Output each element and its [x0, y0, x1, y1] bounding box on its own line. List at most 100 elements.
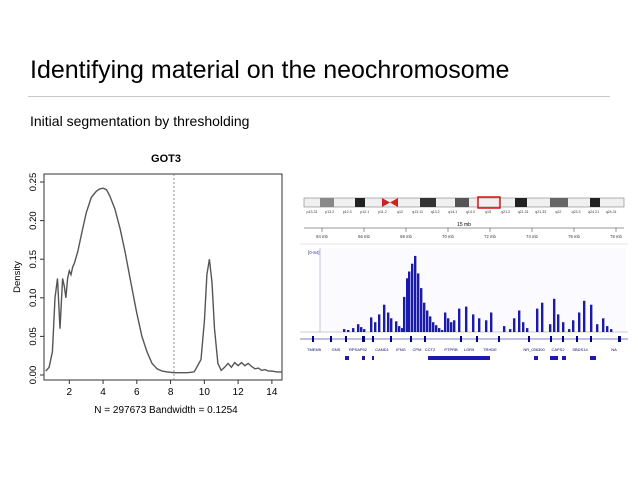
coverage-bar — [568, 329, 571, 332]
band-label: q23.3 — [572, 210, 581, 214]
x-tick-label: 10 — [199, 387, 211, 398]
exon-block — [498, 336, 500, 342]
density-curve — [45, 187, 282, 374]
transcript-block — [550, 356, 558, 360]
band-label: q24.21 — [588, 210, 599, 214]
coverage-bar — [390, 318, 393, 332]
ideogram-band-dark — [320, 198, 334, 207]
density-title: GOT3 — [151, 153, 181, 165]
ideogram-region-marker — [477, 196, 501, 209]
genome-browser: p13.31 p13.2 p12.3 p12.1 p11.2 q12 q13.11 q13.2… — [300, 196, 628, 364]
band-label: p13.2 — [325, 210, 334, 214]
ideogram-band-dark — [455, 198, 469, 207]
exon-blocks — [312, 336, 621, 360]
coverage-bar — [610, 329, 613, 332]
x-tick-label: 14 — [266, 387, 278, 398]
coverage-bar — [522, 322, 525, 332]
coverage-bar — [503, 326, 506, 332]
coverage-bar — [343, 329, 346, 332]
coverage-bar — [423, 302, 426, 332]
ideogram-band-dark — [420, 198, 436, 207]
coverage-bar — [472, 314, 475, 332]
exon-block — [590, 336, 592, 342]
transcript-block — [428, 356, 490, 360]
x-tick-label: 4 — [100, 387, 106, 398]
coverage-bar — [374, 322, 377, 332]
gene-label: CAPS2 — [551, 347, 565, 352]
gene-label: NA — [611, 347, 617, 352]
density-plot: GOT3 0.00 0.05 0.10 0.15 0.20 0.25 2 4 6 8 10 12 14… — [12, 153, 283, 416]
density-x-label: N = 297673 Bandwidth = 0.1254 — [94, 405, 238, 416]
coverage-bar — [352, 328, 355, 332]
coverage-bar — [485, 320, 488, 332]
coverage-bar — [450, 322, 453, 332]
coverage-bar — [602, 318, 605, 332]
exon-block — [390, 336, 392, 342]
gene-label: SBDS14 — [572, 347, 588, 352]
coverage-bar — [387, 312, 390, 332]
band-label: q21.2 — [501, 210, 510, 214]
coverage-bar — [553, 298, 556, 332]
track-max-label: [0-84] — [308, 250, 320, 255]
coverage-bar — [562, 322, 565, 332]
x-tick-label: 12 — [233, 387, 245, 398]
exon-block — [362, 336, 365, 342]
band-label: p12.3 — [343, 210, 352, 214]
position-label: 68 mb — [400, 234, 412, 239]
band-label: q14.3 — [466, 210, 475, 214]
gene-label: CAND1 — [375, 347, 389, 352]
slide-subtitle: Initial segmentation by thresholding — [30, 113, 250, 129]
density-x-axis: 2 4 6 8 10 12 14 — [67, 380, 278, 398]
transcript-block — [534, 356, 538, 360]
gene-label: NR_036300 — [523, 347, 545, 352]
ideogram-band-dark — [590, 198, 600, 207]
coverage-bar — [406, 278, 409, 332]
scale-label: 15 mb — [457, 222, 471, 228]
coverage-bar — [465, 306, 468, 332]
coverage-bar — [383, 304, 386, 332]
density-y-label: Density — [12, 261, 23, 293]
centromere-icon — [382, 198, 390, 207]
coverage-bar — [590, 304, 593, 332]
band-label: q24.31 — [606, 210, 617, 214]
position-label: 76 mb — [568, 234, 580, 239]
coverage-bar — [444, 312, 447, 332]
coverage-bar — [363, 329, 366, 332]
coverage-bar — [357, 324, 360, 332]
exon-block — [330, 336, 332, 342]
band-label: q14.1 — [448, 210, 457, 214]
exon-block — [576, 336, 578, 342]
density-y-axis: 0.00 0.05 0.10 0.15 0.20 0.25 — [28, 173, 44, 384]
coverage-bar — [378, 314, 381, 332]
coverage-bar — [572, 320, 575, 332]
coverage-bar — [395, 321, 398, 332]
coverage-bar — [606, 326, 609, 332]
y-tick-label: 0.25 — [28, 173, 39, 192]
exon-block — [476, 336, 478, 342]
coverage-bar — [549, 324, 552, 332]
y-tick-label: 0.05 — [28, 327, 39, 346]
coverage-bar — [432, 322, 435, 332]
gene-label: LGR5 — [464, 347, 475, 352]
band-label: q21.33 — [535, 210, 546, 214]
coverage-bar — [441, 330, 444, 332]
gene-labels: TMEM5 GNS RPSAP52 CAND1 IFNG CPM CCT2 PTPRB LGR5… — [307, 347, 617, 352]
position-label: 78 mb — [610, 234, 622, 239]
coverage-bar — [509, 329, 512, 332]
band-labels: p13.31 p13.2 p12.3 p12.1 p11.2 q12 q13.11 q13.2… — [307, 210, 617, 214]
exon-block — [550, 336, 552, 342]
exon-block — [562, 336, 564, 342]
x-tick-label: 2 — [67, 387, 73, 398]
coverage-bar — [411, 263, 414, 332]
title-divider — [28, 96, 610, 97]
coverage-bar — [578, 312, 581, 332]
transcript-block — [562, 356, 566, 360]
coverage-bar — [453, 320, 456, 332]
x-tick-label: 8 — [168, 387, 174, 398]
coverage-bar — [401, 328, 404, 332]
coverage-bar — [408, 271, 411, 332]
gene-label: GNS — [332, 347, 341, 352]
transcript-block — [372, 356, 374, 360]
transcript-block — [590, 356, 596, 360]
exon-block — [410, 336, 412, 342]
